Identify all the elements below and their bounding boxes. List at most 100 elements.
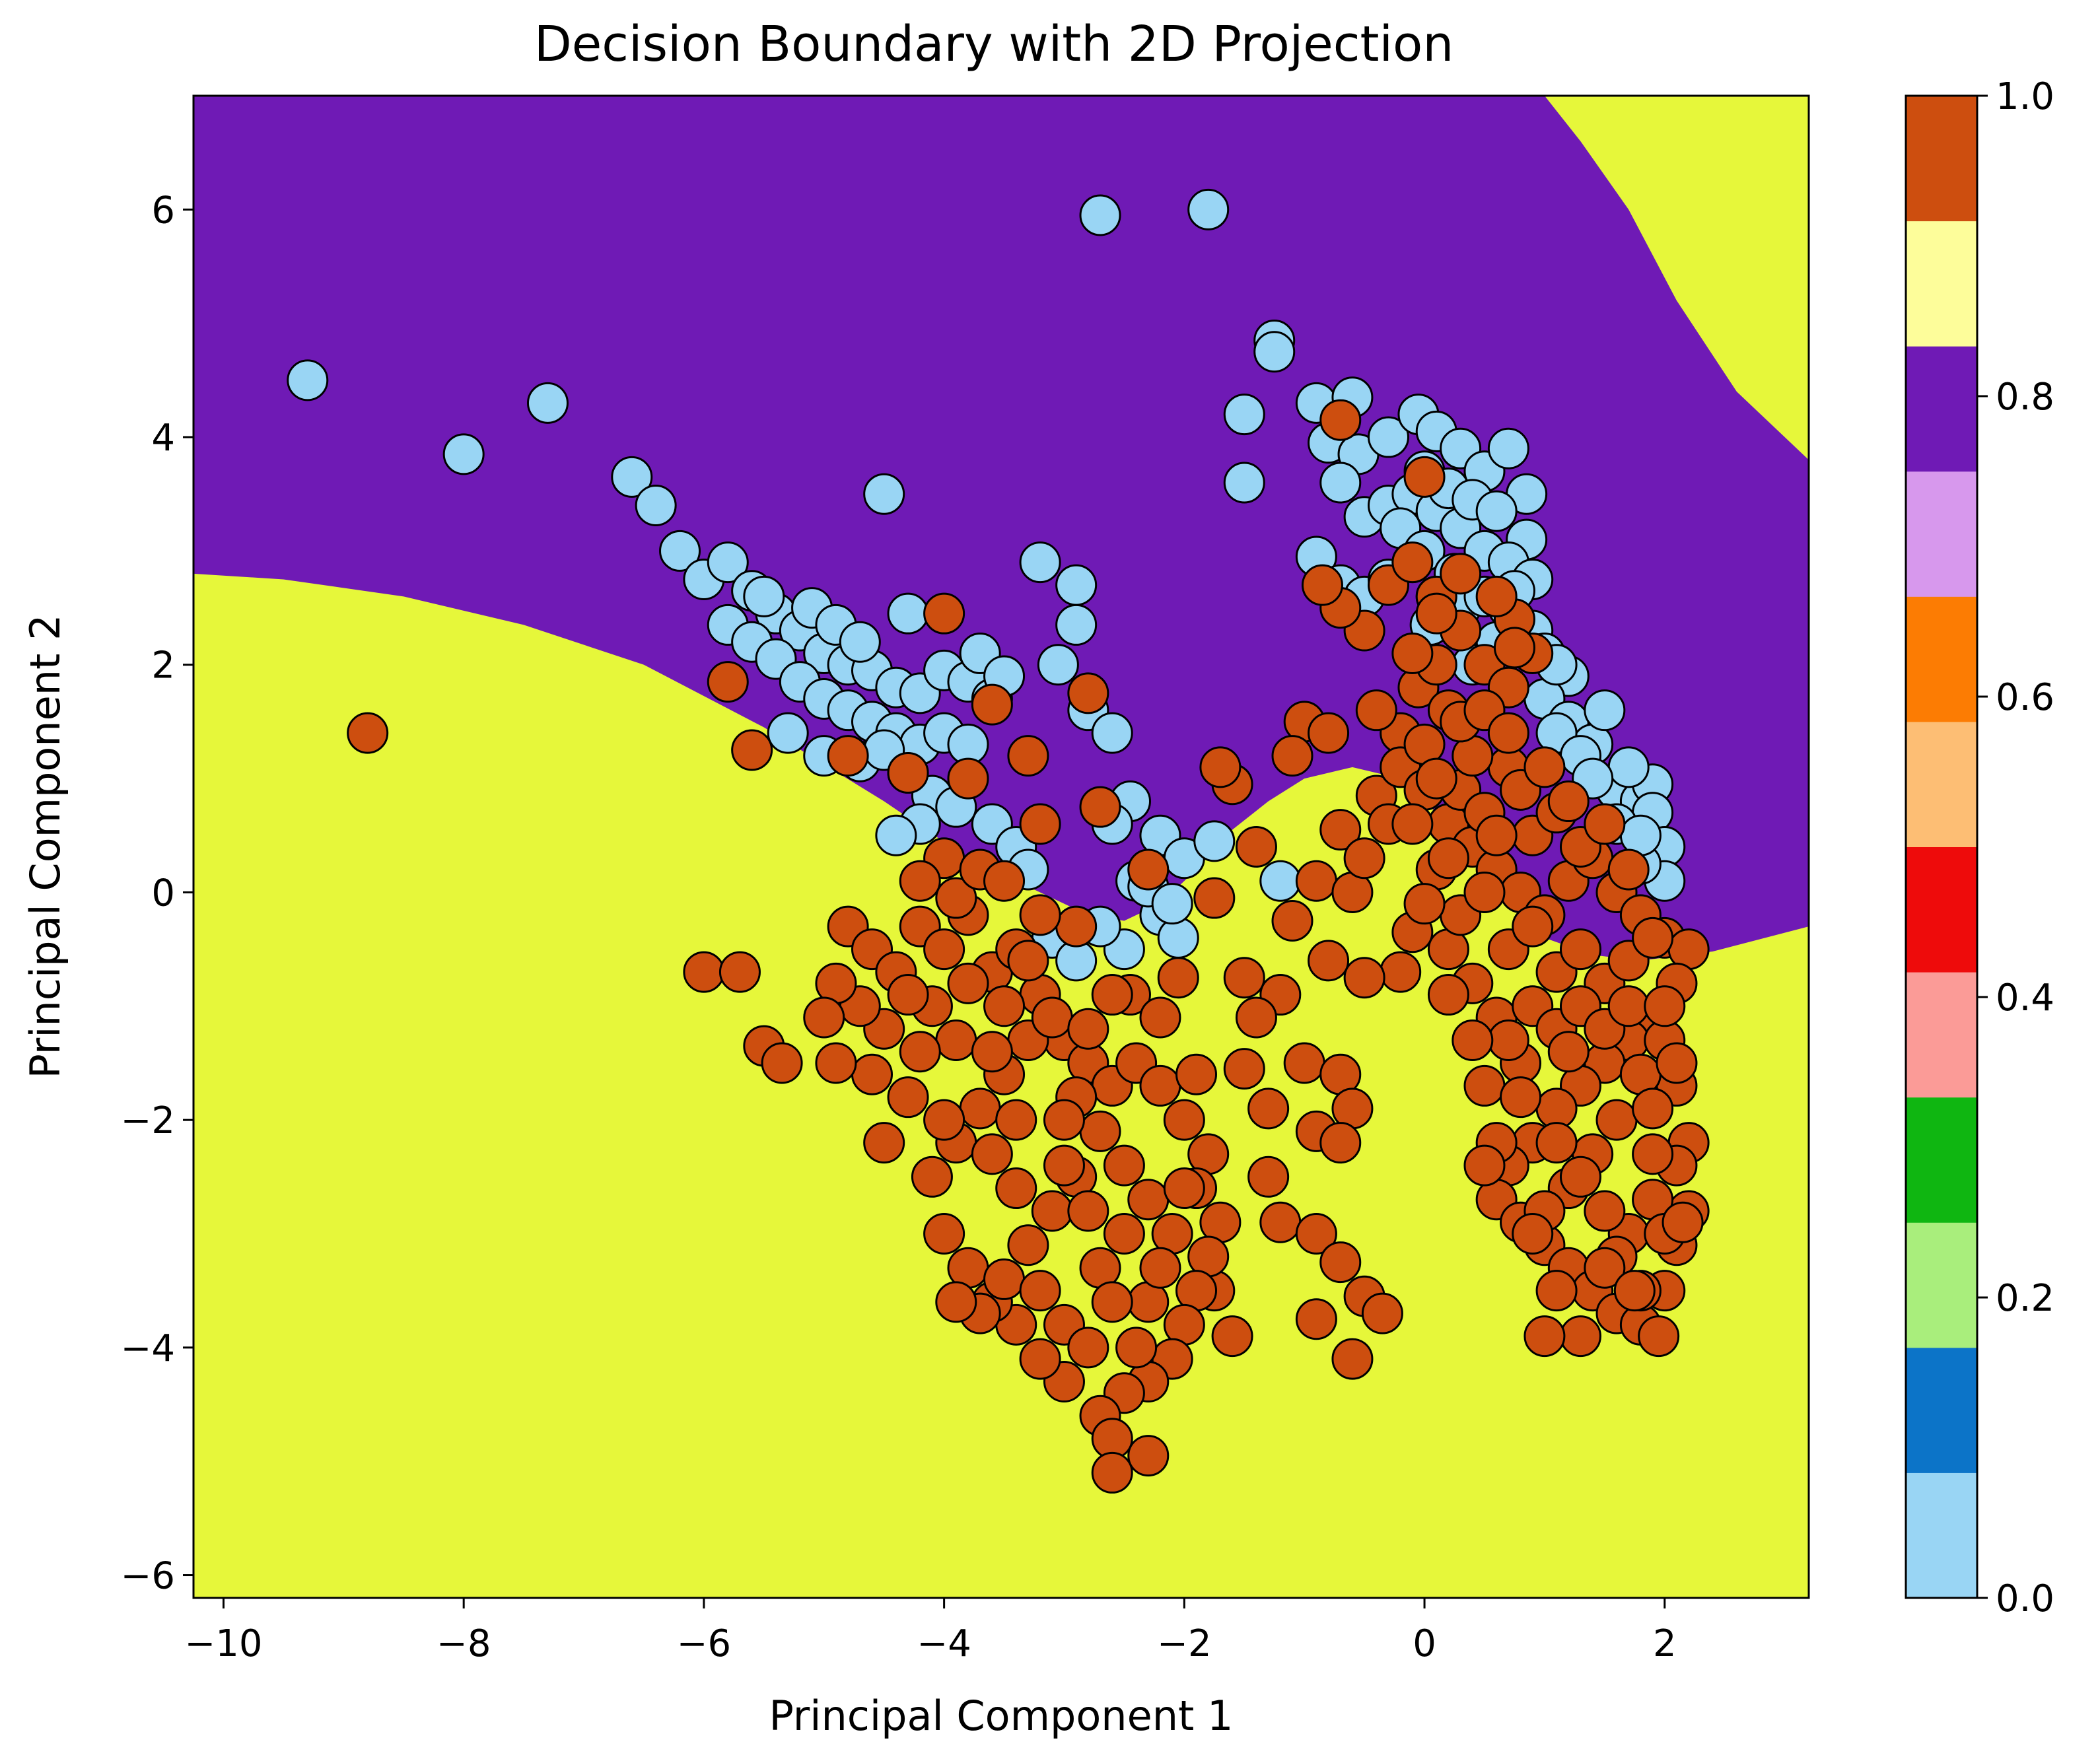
scatter-point-class-1 xyxy=(1607,848,1650,891)
scatter-point-class-0 xyxy=(1584,689,1626,732)
scatter-point-class-1 xyxy=(971,1133,1013,1175)
scatter-point-class-1 xyxy=(1500,1076,1542,1119)
x-tick-label: −6 xyxy=(677,1622,732,1665)
colorbar-segment xyxy=(1906,721,1977,847)
scatter-point-class-1 xyxy=(1223,1048,1265,1090)
scatter-point-class-1 xyxy=(1463,1064,1506,1107)
scatter-point-class-1 xyxy=(995,1099,1037,1141)
scatter-point-class-1 xyxy=(1271,900,1313,942)
scatter-point-class-1 xyxy=(959,1088,1001,1130)
scatter-point-class-1 xyxy=(1355,689,1397,732)
colorbar-tick-label: 0.2 xyxy=(1996,1277,2054,1320)
scatter-point-class-1 xyxy=(1662,1201,1704,1243)
scatter-point-class-0 xyxy=(1187,188,1230,230)
scatter-point-class-1 xyxy=(1127,1179,1170,1221)
scatter-point-class-1 xyxy=(1259,1201,1302,1243)
scatter-point-class-0 xyxy=(635,484,677,526)
y-axis-label: Principal Component 2 xyxy=(21,614,69,1078)
scatter-point-class-0 xyxy=(1223,394,1265,436)
scatter-point-class-1 xyxy=(935,877,977,919)
scatter-point-class-1 xyxy=(1103,1212,1145,1255)
scatter-point-class-1 xyxy=(923,928,965,971)
scatter-point-class-1 xyxy=(1199,746,1242,788)
scatter-point-class-1 xyxy=(1547,1031,1590,1073)
scatter-point-class-0 xyxy=(1253,331,1296,373)
colorbar-tick-label: 0.8 xyxy=(1996,376,2054,419)
scatter-point-class-1 xyxy=(1463,1144,1506,1187)
scatter-point-class-1 xyxy=(1427,974,1469,1016)
scatter-point-class-1 xyxy=(1295,1298,1337,1340)
scatter-point-class-1 xyxy=(1175,1053,1218,1095)
scatter-point-class-1 xyxy=(1319,809,1362,851)
x-tick-label: −4 xyxy=(917,1622,971,1665)
scatter-point-class-1 xyxy=(1235,826,1277,868)
scatter-point-class-1 xyxy=(1487,1019,1529,1061)
scatter-point-class-1 xyxy=(1380,951,1422,993)
scatter-point-class-1 xyxy=(707,661,749,703)
scatter-point-class-1 xyxy=(1139,1247,1181,1289)
scatter-point-class-1 xyxy=(947,757,989,800)
scatter-point-class-0 xyxy=(1151,883,1193,925)
y-tick-label: −4 xyxy=(120,1327,175,1370)
scatter-point-class-0 xyxy=(659,530,701,572)
scatter-point-class-1 xyxy=(1055,905,1098,948)
scatter-point-class-0 xyxy=(1367,416,1409,458)
colorbar-segment xyxy=(1906,846,1977,973)
colorbar-tick-label: 0.4 xyxy=(1996,977,2054,1019)
scatter-point-class-1 xyxy=(1391,633,1434,675)
scatter-point-class-1 xyxy=(1115,1327,1158,1369)
colorbar-segment xyxy=(1906,1347,1977,1473)
scatter-point-class-1 xyxy=(1452,1019,1494,1061)
scatter-point-class-1 xyxy=(1295,1212,1337,1255)
scatter-point-class-1 xyxy=(1656,1042,1698,1084)
scatter-point-class-1 xyxy=(1319,1122,1362,1164)
scatter-point-class-1 xyxy=(935,1019,977,1061)
scatter-point-class-1 xyxy=(1403,883,1446,925)
plot-frame xyxy=(192,94,1810,1599)
colorbar-segment xyxy=(1906,1472,1977,1599)
scatter-point-class-1 xyxy=(983,985,1026,1027)
scatter-point-class-1 xyxy=(863,1122,905,1164)
scatter-point-class-1 xyxy=(1139,1064,1181,1107)
scatter-point-class-1 xyxy=(1019,1338,1061,1380)
scatter-point-class-1 xyxy=(1607,985,1650,1027)
scatter-point-class-1 xyxy=(1067,1190,1109,1232)
scatter-point-class-0 xyxy=(1091,712,1133,754)
scatter-point-class-1 xyxy=(1391,803,1434,845)
scatter-point-class-1 xyxy=(1391,541,1434,584)
scatter-point-class-1 xyxy=(1403,456,1446,498)
colorbar-tick-label: 0.6 xyxy=(1996,676,2054,719)
colorbar-segment xyxy=(1906,471,1977,597)
scatter-point-class-1 xyxy=(1343,837,1385,880)
scatter-point-class-1 xyxy=(1163,1167,1205,1210)
scatter-point-class-1 xyxy=(1547,780,1590,823)
scatter-point-class-1 xyxy=(983,1258,1026,1300)
scatter-point-class-1 xyxy=(1127,1435,1170,1477)
scatter-point-class-0 xyxy=(887,592,929,635)
colorbar: 0.0 0.2 0.4 0.6 0.8 1.0 xyxy=(1905,75,2054,1620)
scatter-point-class-1 xyxy=(1247,1156,1290,1198)
scatter-point-class-1 xyxy=(1512,1212,1554,1255)
scatter-point-class-1 xyxy=(1319,399,1362,441)
scatter-point-class-0 xyxy=(1607,746,1650,788)
scatter-point-class-1 xyxy=(1103,1144,1145,1187)
scatter-point-class-1 xyxy=(1584,1247,1626,1289)
scatter-point-class-1 xyxy=(1415,757,1457,800)
scatter-point-class-1 xyxy=(995,1167,1037,1210)
y-tick-label: 0 xyxy=(151,872,175,915)
scatter-point-class-1 xyxy=(1559,928,1601,971)
scatter-point-class-1 xyxy=(887,751,929,794)
scatter-point-class-1 xyxy=(1308,940,1350,982)
scatter-point-class-0 xyxy=(1055,564,1098,606)
scatter-point-class-0 xyxy=(1055,604,1098,646)
y-tick-label: −2 xyxy=(120,1099,175,1142)
scatter-point-class-1 xyxy=(1523,1315,1566,1358)
scatter-point-class-1 xyxy=(1361,1292,1403,1334)
scatter-point-class-1 xyxy=(1043,1099,1085,1141)
scatter-point-class-1 xyxy=(1463,871,1506,913)
scatter-point-class-1 xyxy=(1031,996,1073,1039)
colorbar-frame xyxy=(1905,94,1978,1599)
y-tick-label: 2 xyxy=(151,644,175,687)
x-axis-label: Principal Component 1 xyxy=(769,1692,1233,1740)
scatter-point-class-1 xyxy=(1067,672,1109,714)
